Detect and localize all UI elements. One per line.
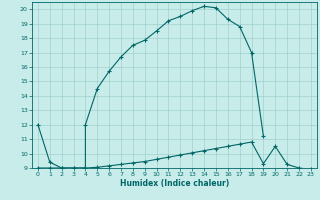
X-axis label: Humidex (Indice chaleur): Humidex (Indice chaleur) xyxy=(120,179,229,188)
